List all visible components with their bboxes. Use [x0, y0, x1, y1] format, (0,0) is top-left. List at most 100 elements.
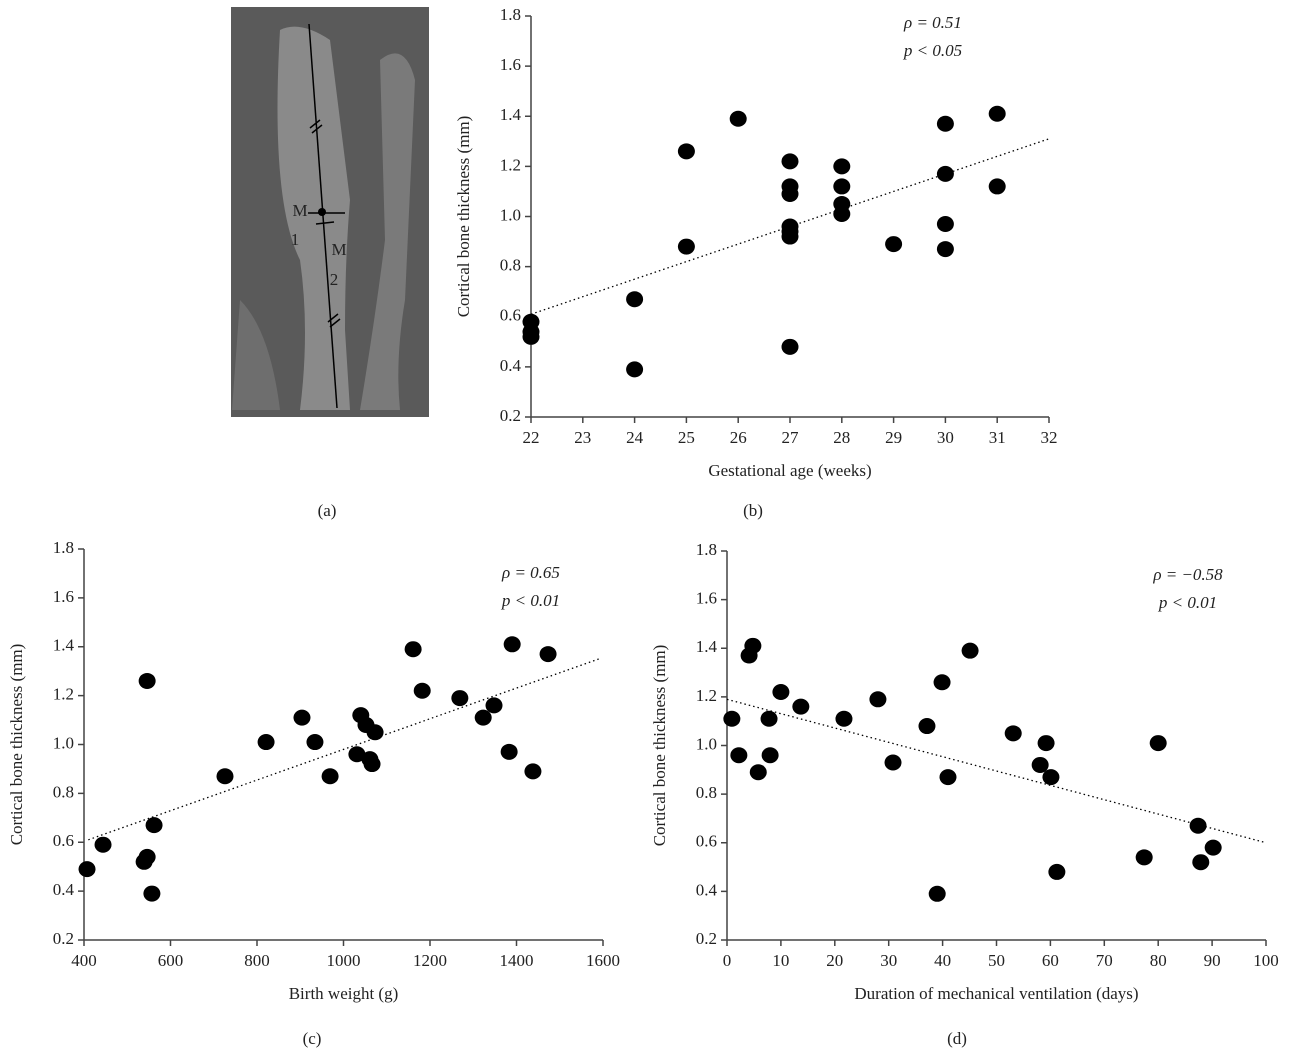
data-point: [730, 747, 748, 764]
data-point: [936, 241, 954, 258]
data-point: [145, 817, 163, 834]
y-tick-label: 1.4: [53, 636, 75, 655]
data-point: [348, 746, 366, 763]
x-tick-label: 1400: [500, 951, 534, 970]
x-tick-label: 29: [885, 428, 902, 447]
x-tick-label: 24: [626, 428, 644, 447]
y-axis-label: Cortical bone thickness (mm): [7, 644, 26, 846]
x-tick-label: 800: [244, 951, 270, 970]
data-point: [138, 848, 156, 865]
y-tick-label: 1.0: [696, 734, 717, 753]
xray-image: M 1 M 2: [231, 7, 429, 417]
y-tick-label: 1.0: [500, 205, 521, 224]
data-point: [869, 691, 887, 708]
y-tick-label: 0.2: [696, 929, 717, 948]
data-point: [1204, 839, 1222, 856]
y-tick-label: 1.8: [696, 540, 717, 559]
x-tick-label: 25: [678, 428, 695, 447]
x-tick-label: 80: [1150, 951, 1167, 970]
data-point: [933, 674, 951, 691]
data-point: [216, 768, 234, 785]
y-tick-label: 0.4: [53, 880, 75, 899]
x-tick-label: 28: [833, 428, 850, 447]
y-tick-label: 1.6: [696, 589, 717, 608]
data-point: [918, 718, 936, 735]
y-tick-label: 0.4: [696, 880, 718, 899]
x-tick-label: 32: [1041, 428, 1058, 447]
trend-line: [88, 658, 599, 841]
panel-caption: (d): [947, 1029, 967, 1048]
image-label: 2: [330, 270, 339, 289]
data-point: [257, 734, 275, 751]
y-tick-label: 1.4: [500, 105, 522, 124]
data-point: [884, 754, 902, 771]
data-point: [936, 216, 954, 233]
data-point: [94, 836, 112, 853]
data-point: [1042, 769, 1060, 786]
data-point: [626, 361, 644, 378]
data-point: [885, 236, 903, 253]
data-point: [321, 768, 339, 785]
data-point: [833, 205, 851, 222]
x-tick-label: 22: [523, 428, 540, 447]
data-point: [485, 697, 503, 714]
data-point: [772, 684, 790, 701]
y-tick-label: 0.6: [696, 832, 717, 851]
data-point: [1037, 735, 1055, 752]
data-point: [744, 637, 762, 654]
data-point: [1048, 863, 1066, 880]
x-tick-label: 1200: [413, 951, 447, 970]
data-point: [539, 646, 557, 663]
annotation: p < 0.05: [903, 41, 962, 60]
x-axis-label: Birth weight (g): [289, 984, 399, 1003]
image-label: M: [292, 201, 307, 220]
data-point: [1031, 756, 1049, 773]
trend-line: [726, 698, 1267, 844]
x-tick-label: 0: [723, 951, 732, 970]
data-point: [451, 690, 469, 707]
x-tick-label: 30: [880, 951, 897, 970]
y-tick-label: 0.2: [53, 929, 74, 948]
annotation: p < 0.01: [1158, 593, 1217, 612]
y-tick-label: 0.8: [696, 783, 717, 802]
x-tick-label: 70: [1096, 951, 1113, 970]
y-tick-label: 1.6: [53, 587, 74, 606]
image-label: 1: [291, 230, 300, 249]
y-axis-label: Cortical bone thickness (mm): [454, 116, 473, 318]
data-point: [522, 328, 540, 345]
data-point: [677, 143, 695, 160]
data-point: [626, 291, 644, 308]
y-axis-label: Cortical bone thickness (mm): [650, 645, 669, 847]
data-point: [78, 861, 96, 878]
y-tick-label: 0.8: [53, 782, 74, 801]
data-point: [749, 764, 767, 781]
data-point: [306, 734, 324, 751]
y-tick-label: 1.8: [500, 5, 521, 24]
data-point: [961, 642, 979, 659]
x-tick-label: 27: [782, 428, 800, 447]
data-point: [988, 105, 1006, 122]
y-tick-label: 0.6: [500, 306, 521, 325]
y-tick-label: 1.0: [53, 733, 74, 752]
data-point: [404, 641, 422, 658]
panel-caption: (b): [743, 501, 763, 520]
x-axis-label: Gestational age (weeks): [708, 461, 871, 480]
data-point: [928, 885, 946, 902]
x-tick-label: 30: [937, 428, 954, 447]
data-point: [761, 747, 779, 764]
annotation: ρ = 0.51: [903, 13, 962, 32]
data-point: [936, 115, 954, 132]
data-point: [1189, 817, 1207, 834]
data-point: [1135, 849, 1153, 866]
y-tick-label: 0.4: [500, 356, 522, 375]
trend-line: [530, 138, 1050, 315]
x-tick-label: 100: [1253, 951, 1279, 970]
image-label: M: [331, 240, 346, 259]
y-tick-label: 1.2: [53, 685, 74, 704]
data-point: [138, 672, 156, 689]
x-tick-label: 10: [772, 951, 789, 970]
data-point: [781, 185, 799, 202]
panel-caption: (c): [303, 1029, 322, 1048]
data-point: [1192, 854, 1210, 871]
data-point: [500, 743, 518, 760]
